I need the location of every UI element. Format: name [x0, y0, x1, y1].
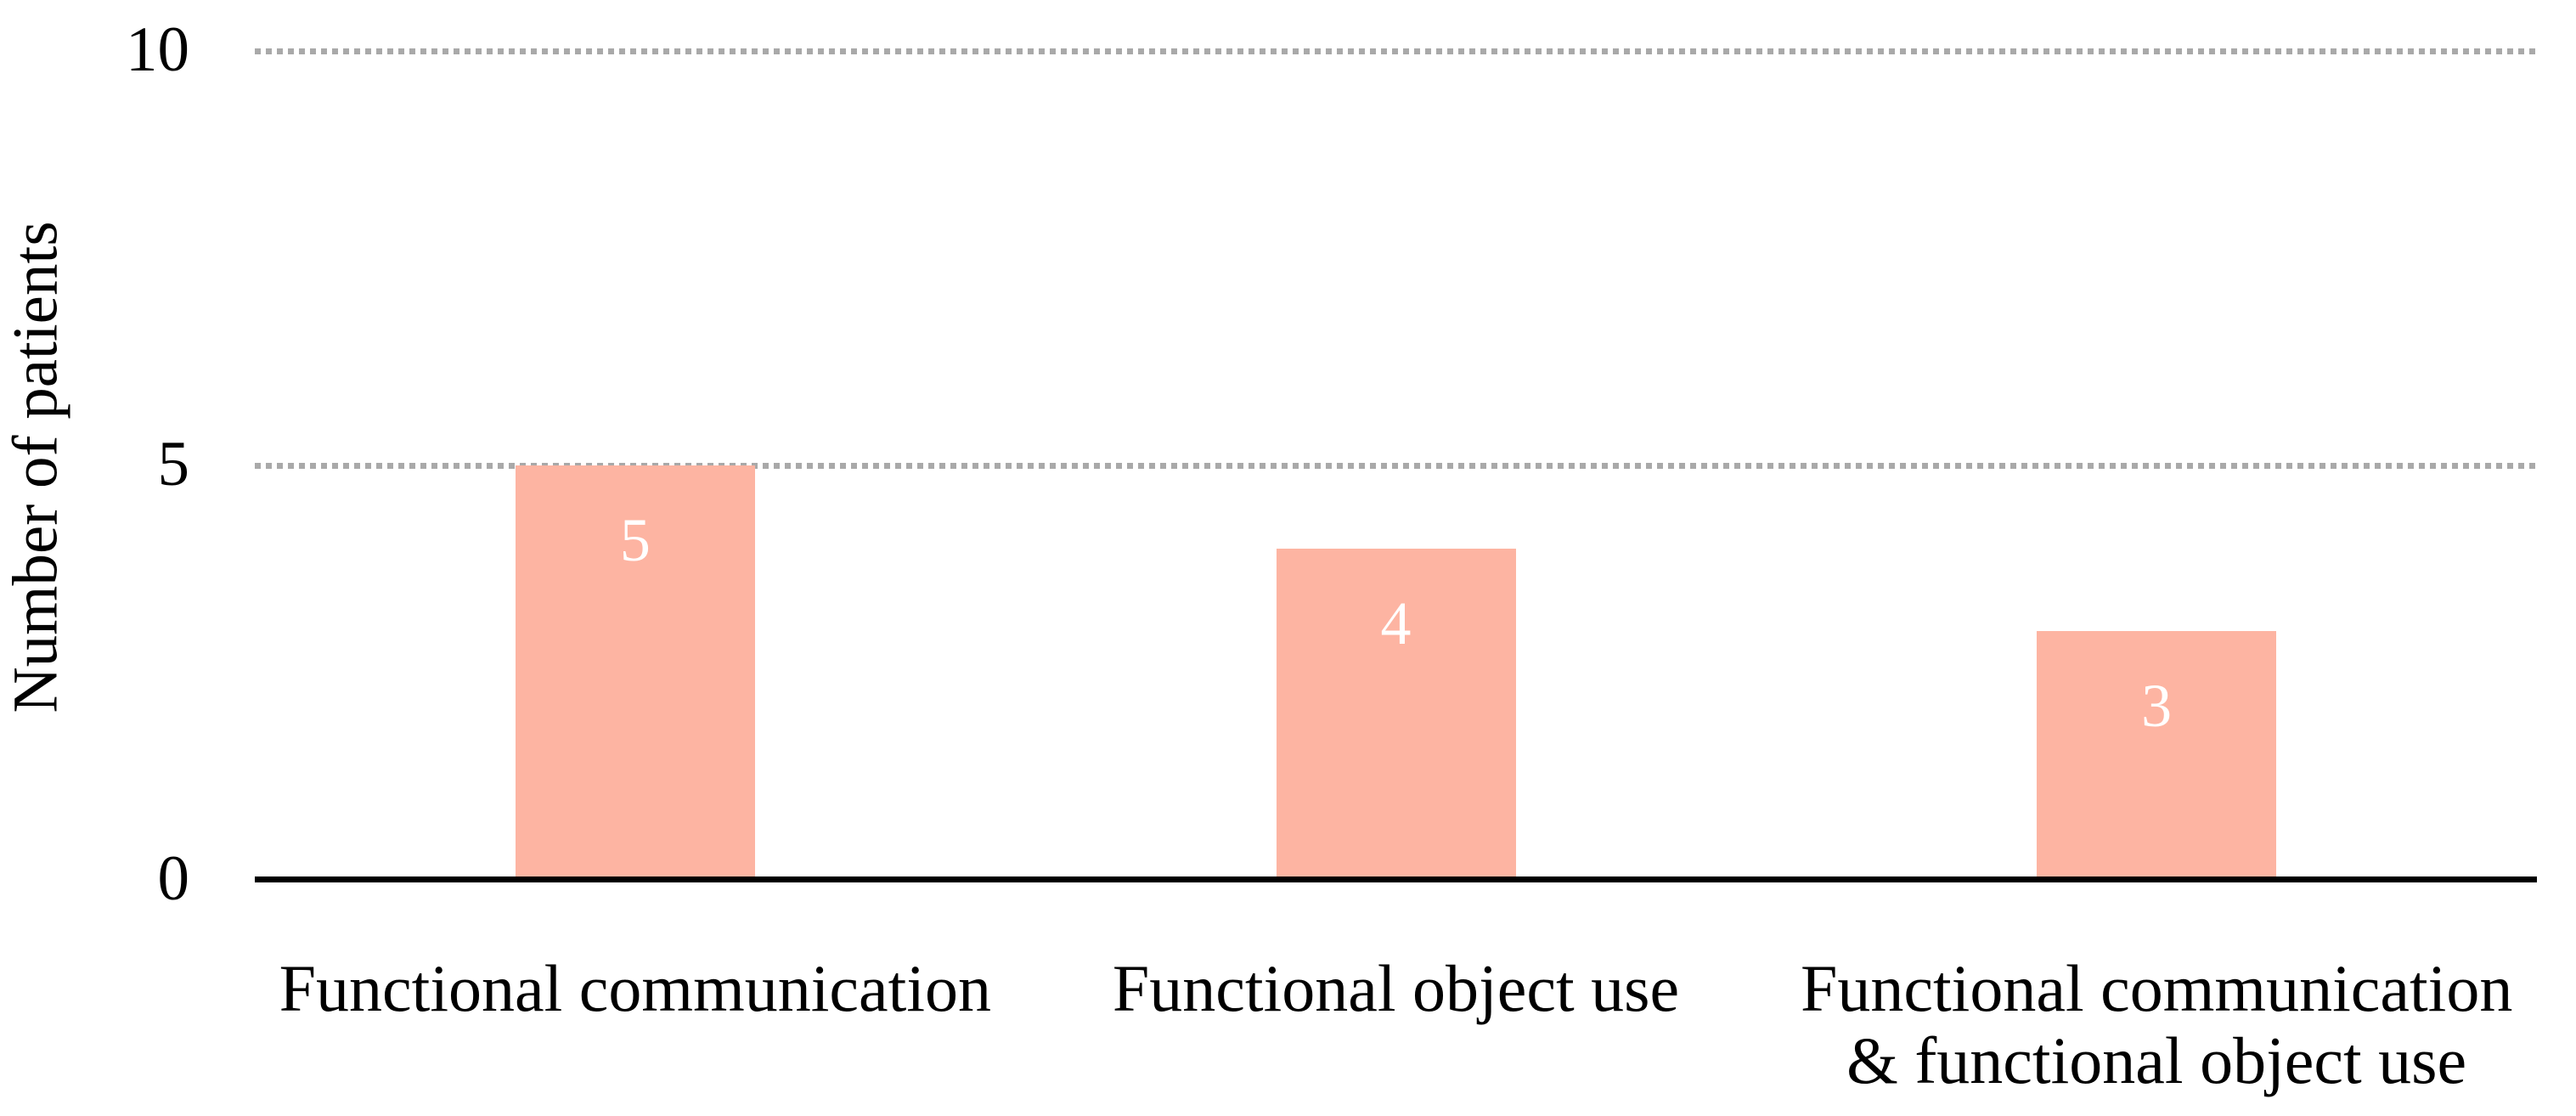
- bar-functional-communication: 5: [515, 465, 755, 880]
- bar-functional-object-use: 4: [1276, 548, 1516, 880]
- bar-value-label: 4: [1380, 589, 1412, 657]
- bar-value-label: 5: [619, 506, 651, 574]
- x-axis-label-line: Functional object use: [1112, 951, 1680, 1025]
- x-axis-label-line: Functional communication: [1800, 951, 2513, 1025]
- x-axis-label-functional-communication-functional-object-use: Functional communication & functional obj…: [1801, 952, 2512, 1096]
- x-axis-label-line: & functional object use: [1846, 1023, 2467, 1097]
- gridline-5: [255, 462, 2537, 469]
- x-axis-label-functional-object-use: Functional object use: [1113, 952, 1679, 1024]
- y-tick-label-10: 10: [126, 14, 189, 85]
- x-axis-line: [255, 876, 2537, 882]
- gridline-10: [255, 48, 2537, 54]
- x-axis-label-functional-communication: Functional communication: [279, 952, 991, 1024]
- y-tick-label-0: 0: [157, 843, 190, 914]
- x-axis-label-line: Functional communication: [279, 951, 992, 1025]
- plot-area: 5 4 3: [255, 48, 2537, 882]
- y-tick-label-5: 5: [157, 429, 190, 499]
- bar-functional-communication-functional-object-use: 3: [2037, 631, 2277, 880]
- bar-value-label: 3: [2141, 672, 2173, 741]
